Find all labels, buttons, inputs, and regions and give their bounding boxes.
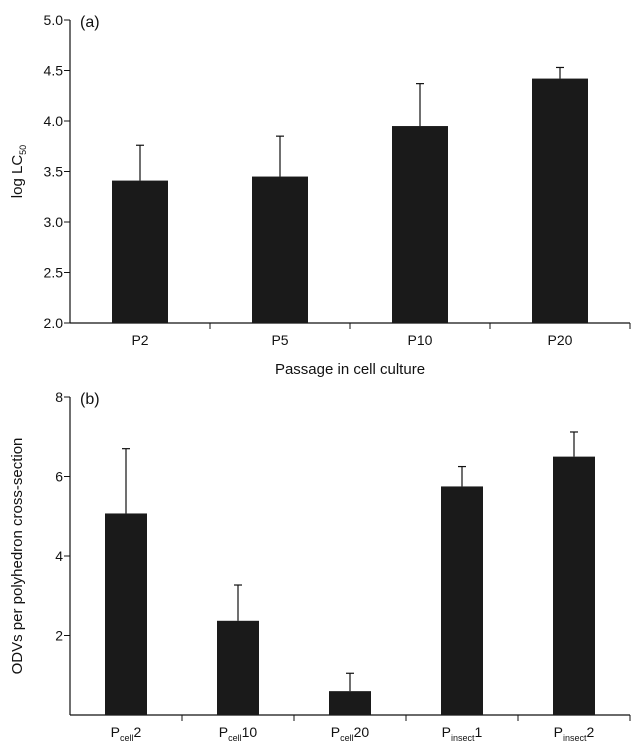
panel-a-bar (532, 78, 588, 323)
y-title-subscript: 50 (18, 145, 28, 155)
panel-a-label: (a) (80, 14, 100, 31)
panel-a-x-tick-label: P5 (271, 332, 288, 348)
y-title-main: log LC (9, 155, 26, 199)
panel-b-bar (105, 513, 147, 715)
panel-a-bar (252, 176, 308, 323)
x-label-suffix: 20 (354, 724, 370, 740)
x-label-suffix: 2 (134, 724, 142, 740)
panel-b-x-tick-label: Pinsect2 (554, 724, 595, 742)
panel-b-bar (441, 486, 483, 715)
x-label-suffix: 1 (475, 724, 483, 740)
x-label-suffix: 2 (587, 724, 595, 740)
x-label-base: P (331, 724, 340, 740)
panel-b-y-axis-title: ODVs per polyhedron cross-section (9, 438, 26, 675)
panel-a-x-tick-label: P2 (131, 332, 148, 348)
panel-b-x-tick-label: Pinsect1 (442, 724, 483, 742)
panel-a-x-tick-label: P20 (548, 332, 573, 348)
panel-a-y-axis-title: log LC50 (9, 145, 28, 198)
panel-b-y-tick-label: 4 (55, 548, 63, 564)
panel-b-x-tick-label: Pcell2 (111, 724, 142, 742)
x-label-subscript: cell (228, 733, 242, 742)
panel-a-y-tick-label: 5.0 (44, 12, 64, 28)
panel-a-bar (112, 180, 168, 323)
panel-a-y-tick-label: 4.0 (44, 113, 64, 129)
x-label-base: P (219, 724, 228, 740)
panel-b-label: (b) (80, 391, 100, 408)
x-label-subscript: cell (340, 733, 354, 742)
panel-a-x-tick-label: P10 (408, 332, 433, 348)
panel-b-y-tick-label: 2 (55, 628, 63, 644)
panel-b-bar (553, 456, 595, 715)
panel-a-x-axis-title: Passage in cell culture (275, 361, 425, 378)
panel-b-bar (329, 691, 371, 715)
panel-a-y-tick-label: 3.5 (44, 164, 64, 180)
x-label-base: P (442, 724, 451, 740)
x-label-subscript: cell (120, 733, 134, 742)
panel-a-y-tick-label: 4.5 (44, 63, 64, 79)
x-label-subscript: insect (563, 733, 587, 742)
x-label-subscript: insect (451, 733, 475, 742)
panel-b-y-tick-label: 8 (55, 389, 63, 405)
panel-a-y-tick-label: 2.5 (44, 265, 64, 281)
panel-b-x-tick-label: Pcell20 (331, 724, 370, 742)
x-label-suffix: 10 (242, 724, 258, 740)
panel-b-y-tick-label: 6 (55, 469, 63, 485)
x-label-base: P (554, 724, 563, 740)
panel-a-y-tick-label: 3.0 (44, 214, 64, 230)
y-title-main: ODVs per polyhedron cross-section (9, 438, 26, 675)
x-label-base: P (111, 724, 120, 740)
panel-b-bar (217, 620, 259, 715)
panel-a-y-tick-label: 2.0 (44, 315, 64, 331)
panel-a-bar (392, 126, 448, 323)
panel-b-x-tick-label: Pcell10 (219, 724, 258, 742)
